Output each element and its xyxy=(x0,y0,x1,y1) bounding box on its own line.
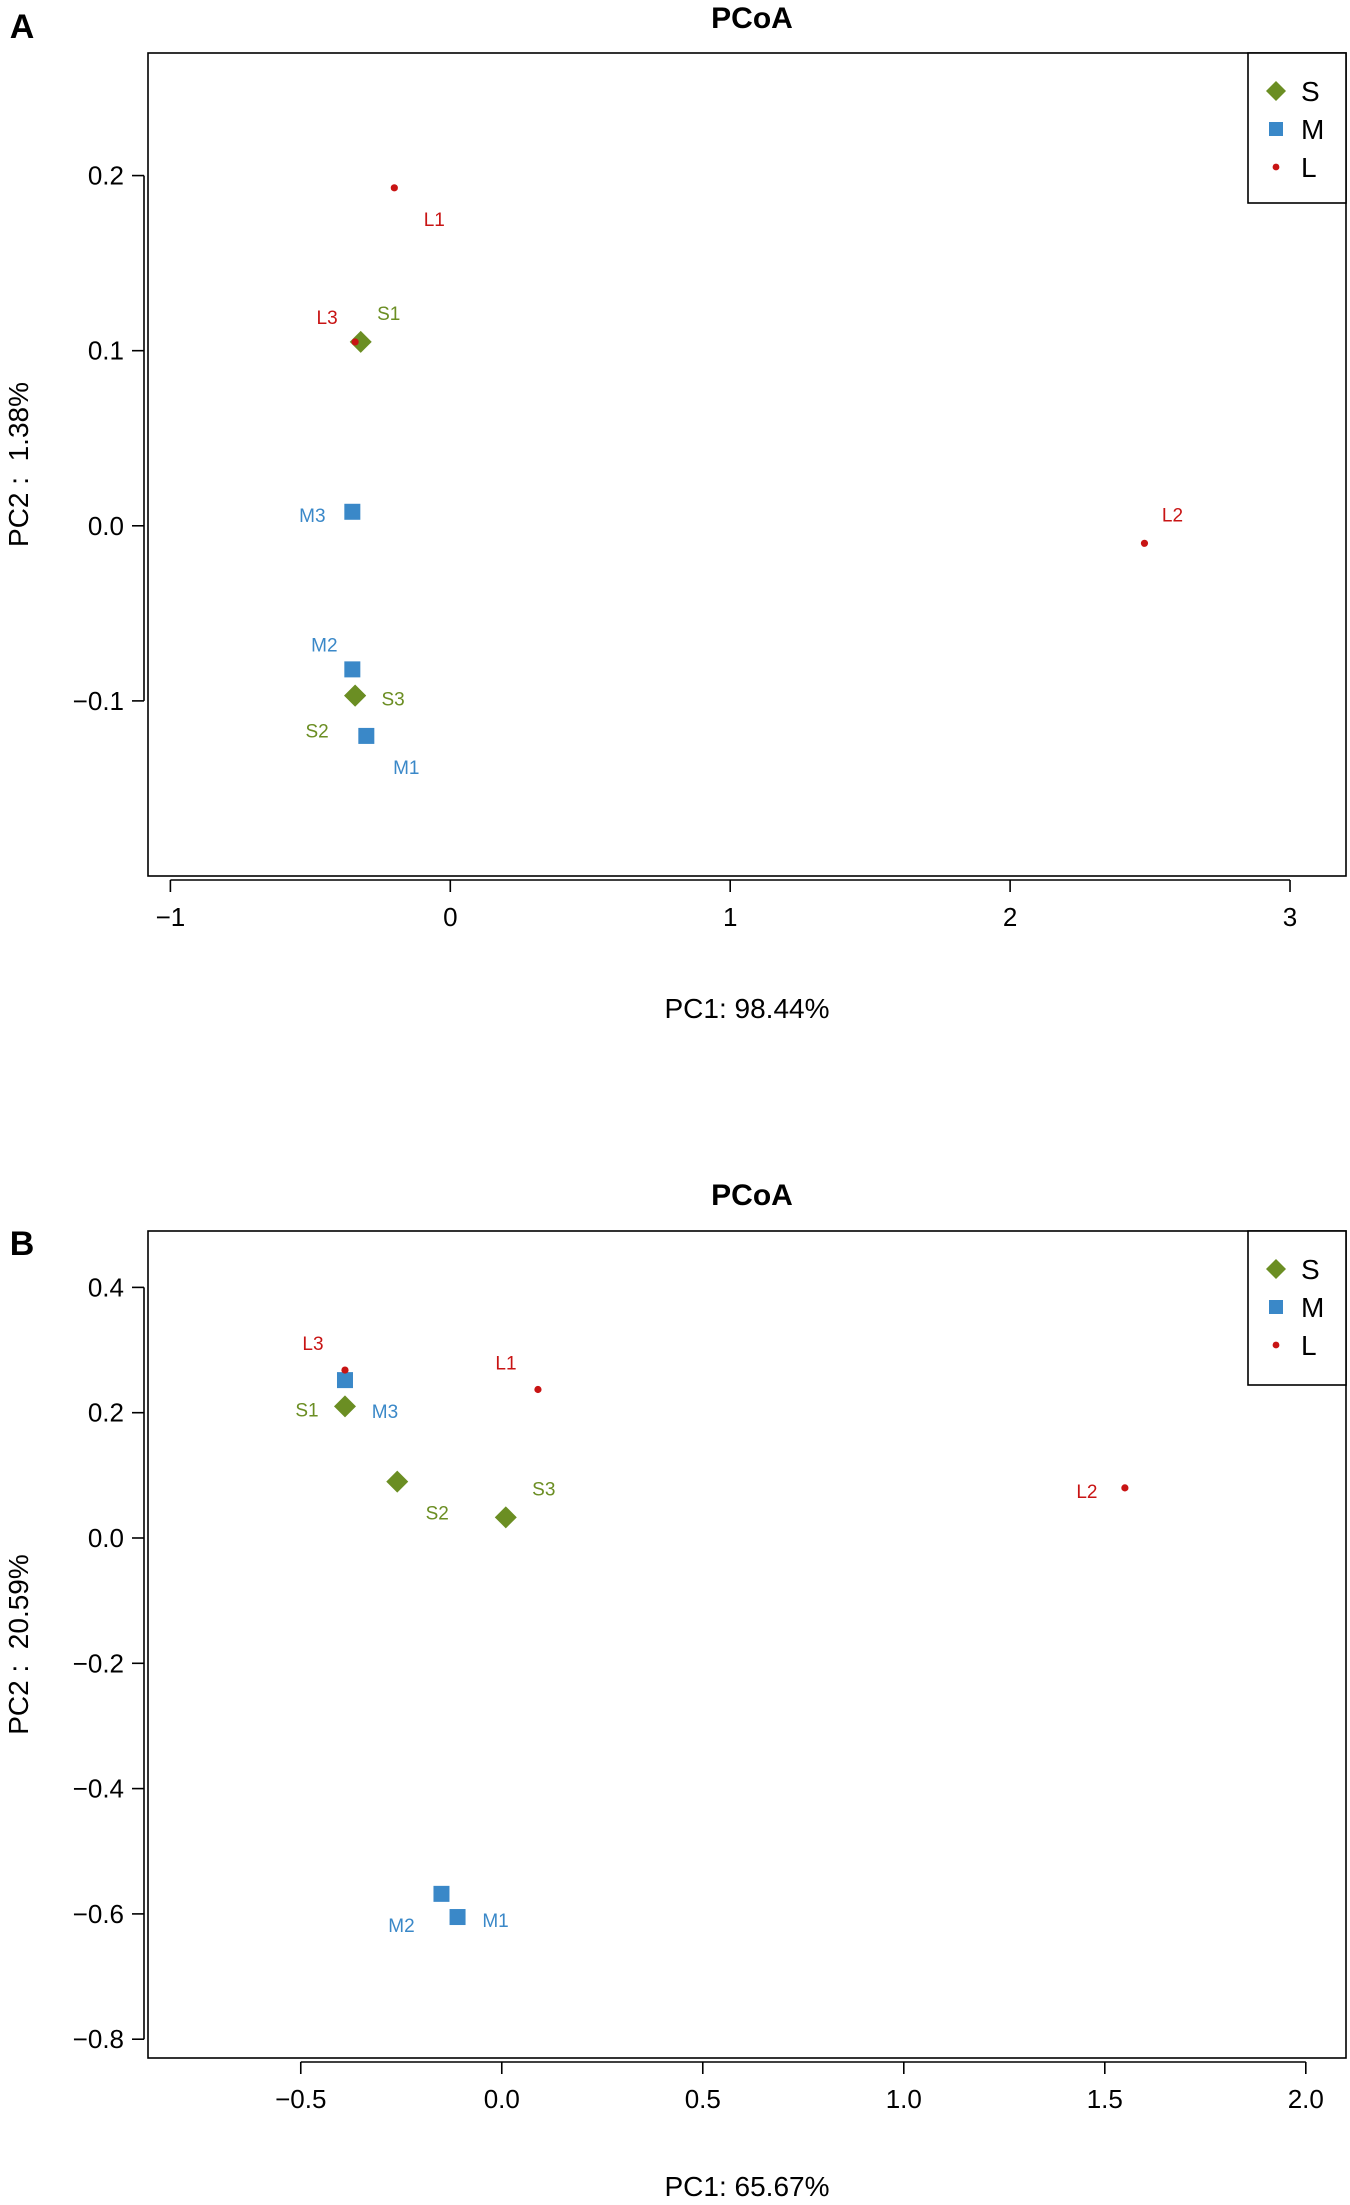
point-label-m2: M2 xyxy=(388,1916,414,1937)
legend-label-l: L xyxy=(1301,1330,1317,1361)
point-label-s1: S1 xyxy=(295,1400,318,1421)
y-tick-label: 0.2 xyxy=(88,1398,124,1428)
y-tick-label: −0.2 xyxy=(73,1648,124,1678)
legend-label-s: S xyxy=(1301,1254,1320,1285)
legend-marker-s xyxy=(1266,1259,1286,1279)
y-tick-label: −0.4 xyxy=(73,1774,124,1804)
legend-box xyxy=(1247,1230,1347,1386)
chart-title: PCoA xyxy=(711,1179,793,1212)
chart-title: PCoA xyxy=(711,2,793,35)
x-axis: −1 0 1 2 3 xyxy=(156,879,1297,932)
point-label-s1: S1 xyxy=(377,304,400,325)
point-m1 xyxy=(358,727,375,744)
point-label-l2: L2 xyxy=(1076,1482,1097,1503)
point-l2 xyxy=(1121,1484,1129,1492)
y-tick-label: 0.4 xyxy=(88,1272,124,1302)
point-label-m2: M2 xyxy=(311,635,337,656)
legend-box xyxy=(1247,52,1347,204)
point-l3 xyxy=(341,1366,349,1374)
y-tick-label: 0.2 xyxy=(88,161,124,191)
x-tick-label: 1.5 xyxy=(1087,2084,1123,2114)
point-label-s2: S2 xyxy=(426,1504,449,1525)
point-s1 xyxy=(349,330,372,353)
x-tick-label: −0.5 xyxy=(275,2084,326,2114)
y-tick-label: −0.8 xyxy=(73,2024,124,2054)
panel-letter: B xyxy=(10,1225,35,1263)
point-label-s3: S3 xyxy=(532,1479,555,1500)
point-label-m1: M1 xyxy=(393,758,419,779)
x-tick-label: 1.0 xyxy=(886,2084,922,2114)
x-tick-label: 1 xyxy=(723,902,737,932)
x-tick-label: 0.5 xyxy=(685,2084,721,2114)
y-tick-label: −0.6 xyxy=(73,1899,124,1929)
point-label-m1: M1 xyxy=(482,1911,508,1932)
plot-frame xyxy=(147,52,1347,877)
point-l2 xyxy=(1140,539,1149,547)
plot-frame xyxy=(147,1230,1347,2059)
point-s3 xyxy=(494,1506,517,1529)
data-points: S1 S2 S3 M1 M2 M3 L1 L2 L3 xyxy=(299,184,1183,779)
point-label-l2: L2 xyxy=(1162,505,1183,526)
y-tick-label: 0.0 xyxy=(88,1523,124,1553)
point-label-l1: L1 xyxy=(424,210,445,231)
point-l1 xyxy=(534,1385,542,1394)
y-tick-label: 0.1 xyxy=(88,336,124,366)
y-axis-title: PC2 : 1.38% xyxy=(3,382,34,547)
legend: SML xyxy=(1247,1230,1347,1386)
x-tick-label: 2.0 xyxy=(1288,2084,1324,2114)
data-points: S1 S2 S3 M1 M2 M3 L1 L2 L3 xyxy=(295,1334,1129,1937)
legend-marker-m xyxy=(1269,1300,1283,1314)
legend-label-m: M xyxy=(1301,114,1324,145)
x-tick-label: 0 xyxy=(443,902,457,932)
legend-label-s: S xyxy=(1301,76,1320,107)
legend: SML xyxy=(1247,52,1347,204)
legend-marker-s xyxy=(1266,81,1286,101)
y-axis: −0.1 0.0 0.1 0.2 xyxy=(73,161,145,716)
x-tick-label: 0.0 xyxy=(484,2084,520,2114)
point-label-l3: L3 xyxy=(317,308,338,329)
x-axis-title: PC1: 98.44% xyxy=(665,993,830,1024)
legend-marker-l xyxy=(1272,163,1280,171)
point-m2 xyxy=(344,661,361,678)
point-s2 xyxy=(386,1470,409,1493)
point-label-l3: L3 xyxy=(302,1334,323,1355)
point-label-m3: M3 xyxy=(299,506,325,527)
panel-a: A PCoA −1 0 1 2 3 −0.1 0.0 0.1 0.2 PC1: 98.44% PC2 :… xyxy=(3,2,1347,1024)
point-s1 xyxy=(333,1395,356,1418)
y-tick-label: 0.0 xyxy=(88,511,124,541)
point-l3 xyxy=(351,338,359,346)
x-tick-label: 3 xyxy=(1283,902,1297,932)
point-label-s3: S3 xyxy=(382,690,405,711)
point-m2 xyxy=(433,1885,450,1902)
legend-label-l: L xyxy=(1301,152,1317,183)
point-s3 xyxy=(344,684,367,707)
panel-b: B PCoA −0.5 0.0 0.5 1.0 1.5 2.0 −0.8 −0.6 −0.4 −0.2… xyxy=(3,1179,1347,2202)
point-m3 xyxy=(344,503,361,520)
x-axis-title: PC1: 65.67% xyxy=(665,2171,830,2202)
point-l1 xyxy=(390,184,398,192)
point-label-l1: L1 xyxy=(495,1354,516,1375)
y-axis-title: PC2 : 20.59% xyxy=(3,1554,34,1735)
x-axis: −0.5 0.0 0.5 1.0 1.5 2.0 xyxy=(275,2061,1324,2114)
legend-marker-l xyxy=(1272,1341,1280,1349)
x-tick-label: −1 xyxy=(156,902,186,932)
y-axis: −0.8 −0.6 −0.4 −0.2 0.0 0.2 0.4 xyxy=(73,1272,145,2054)
legend-marker-m xyxy=(1269,122,1283,136)
point-label-m3: M3 xyxy=(372,1402,398,1423)
point-label-s2: S2 xyxy=(306,722,329,743)
legend-label-m: M xyxy=(1301,1292,1324,1323)
x-tick-label: 2 xyxy=(1003,902,1017,932)
point-m3 xyxy=(336,1372,353,1389)
panel-letter: A xyxy=(10,8,35,46)
y-tick-label: −0.1 xyxy=(73,686,124,716)
point-m1 xyxy=(449,1909,466,1926)
